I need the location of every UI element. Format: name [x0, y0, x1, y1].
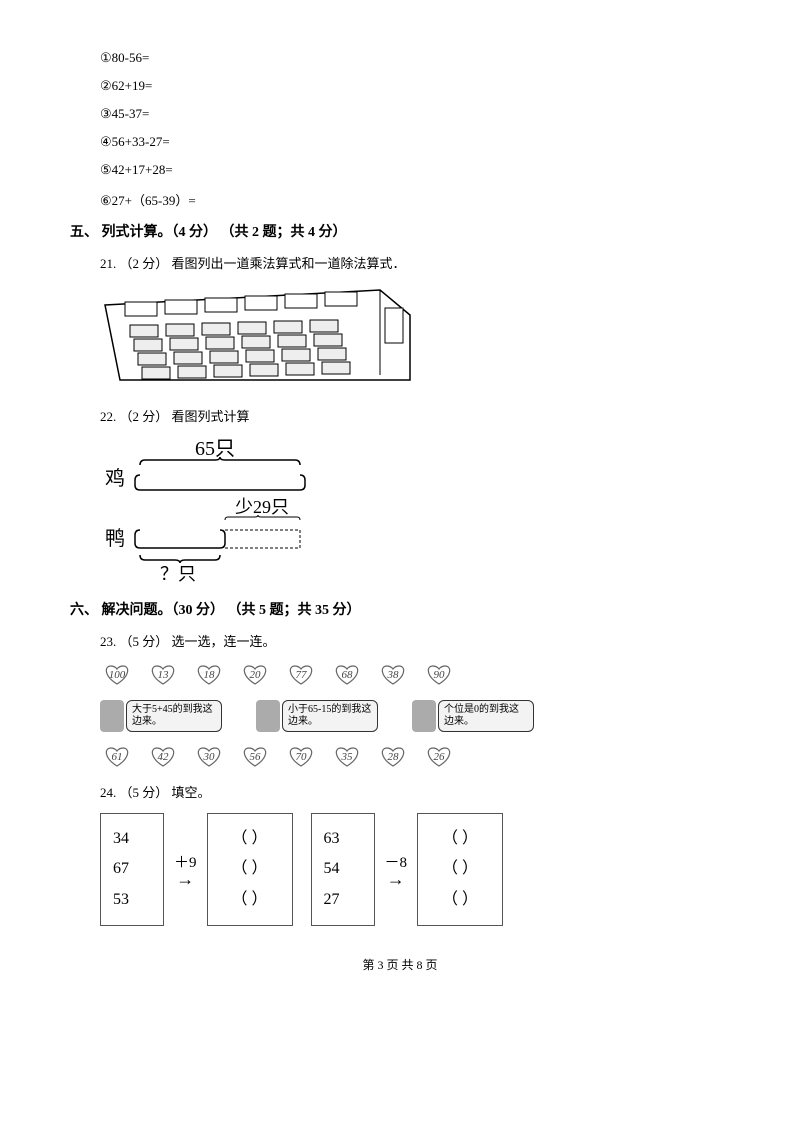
- heart-item: 30: [192, 746, 226, 768]
- question-21: 21. （2 分） 看图列出一道乘法算式和一道除法算式．: [100, 253, 730, 272]
- heart-item: 18: [192, 664, 226, 686]
- blank: （ ）: [426, 824, 494, 854]
- section5-header: 五、 列式计算。（4 分） （共 2 题；共 4 分）: [70, 221, 730, 241]
- q22-top-count: 65只: [195, 438, 235, 460]
- q24-num: 34: [113, 824, 151, 854]
- bubble-group-3: 个位是0的到我这边来。: [412, 700, 534, 732]
- q24-right-op: －8 →: [385, 851, 408, 888]
- section6-header: 六、 解决问题。（30 分） （共 5 题；共 35 分）: [70, 599, 730, 619]
- page: ①80-56= ②62+19= ③45-37= ④56+33-27= ⑤42+1…: [0, 0, 800, 1003]
- q24-left-target: （ ） （ ） （ ）: [207, 813, 293, 926]
- equation-1: ①80-56=: [100, 50, 730, 66]
- mascot-icon: [100, 700, 124, 732]
- heart-item: 20: [238, 664, 272, 686]
- q21-figure: [100, 280, 730, 394]
- bubble-group-1: 大于5+45的到我这边来。: [100, 700, 222, 732]
- arrow-icon: →: [176, 870, 194, 888]
- q22-figure: 65只 鸡 少29只 鸭 ？只: [100, 435, 730, 589]
- heart-item: 28: [376, 746, 410, 768]
- q24-left-op: ＋9 →: [174, 851, 197, 888]
- q24-num: 63: [324, 824, 362, 854]
- heart-item: 61: [100, 746, 134, 768]
- heart-item: 56: [238, 746, 272, 768]
- heart-item: 35: [330, 746, 364, 768]
- hearts-bottom-row: 61 42 30 56 70 35 28 26: [100, 746, 730, 768]
- question-23: 23. （5 分） 选一选，连一连。: [100, 631, 730, 650]
- svg-text:？只: ？只: [160, 564, 196, 584]
- bubble-1: 大于5+45的到我这边来。: [126, 700, 222, 732]
- svg-text:鸭: 鸭: [105, 527, 125, 550]
- hearts-top-row: 100 13 18 20 77 68 38 90: [100, 664, 730, 686]
- heart-item: 77: [284, 664, 318, 686]
- equation-5: ⑤42+17+28=: [100, 162, 730, 178]
- heart-item: 26: [422, 746, 456, 768]
- bubble-3: 个位是0的到我这边来。: [438, 700, 534, 732]
- blank: （ ）: [216, 854, 284, 884]
- q24-figure: 34 67 53 ＋9 → （ ） （ ） （ ） 63 54 27 －8 → …: [100, 813, 730, 926]
- question-24: 24. （5 分） 填空。: [100, 782, 730, 801]
- mascot-icon: [256, 700, 280, 732]
- blank: （ ）: [216, 824, 284, 854]
- svg-text:鸡: 鸡: [105, 467, 125, 490]
- mascot-icon: [412, 700, 436, 732]
- q24-right-target: （ ） （ ） （ ）: [417, 813, 503, 926]
- bubble-2: 小于65-15的到我这边来。: [282, 700, 378, 732]
- blank: （ ）: [426, 885, 494, 915]
- equation-2: ②62+19=: [100, 78, 730, 94]
- blank: （ ）: [426, 854, 494, 884]
- arrow-icon: →: [387, 870, 405, 888]
- heart-item: 68: [330, 664, 364, 686]
- q24-num: 27: [324, 885, 362, 915]
- bubbles-row: 大于5+45的到我这边来。 小于65-15的到我这边来。 个位是0的到我这边来。: [100, 700, 730, 732]
- q24-num: 54: [324, 854, 362, 884]
- heart-item: 42: [146, 746, 180, 768]
- blank: （ ）: [216, 885, 284, 915]
- svg-text:少29只: 少29只: [235, 497, 289, 517]
- q24-num: 67: [113, 854, 151, 884]
- page-footer: 第 3 页 共 8 页: [70, 956, 730, 973]
- q24-right-source: 63 54 27: [311, 813, 375, 926]
- equation-4: ④56+33-27=: [100, 134, 730, 150]
- equation-3: ③45-37=: [100, 106, 730, 122]
- heart-item: 90: [422, 664, 456, 686]
- heart-item: 13: [146, 664, 180, 686]
- q24-num: 53: [113, 885, 151, 915]
- bubble-group-2: 小于65-15的到我这边来。: [256, 700, 378, 732]
- question-22: 22. （2 分） 看图列式计算: [100, 406, 730, 425]
- equation-6: ⑥27+（65-39）=: [100, 190, 730, 209]
- heart-item: 100: [100, 664, 134, 686]
- heart-item: 70: [284, 746, 318, 768]
- q24-left-source: 34 67 53: [100, 813, 164, 926]
- heart-item: 38: [376, 664, 410, 686]
